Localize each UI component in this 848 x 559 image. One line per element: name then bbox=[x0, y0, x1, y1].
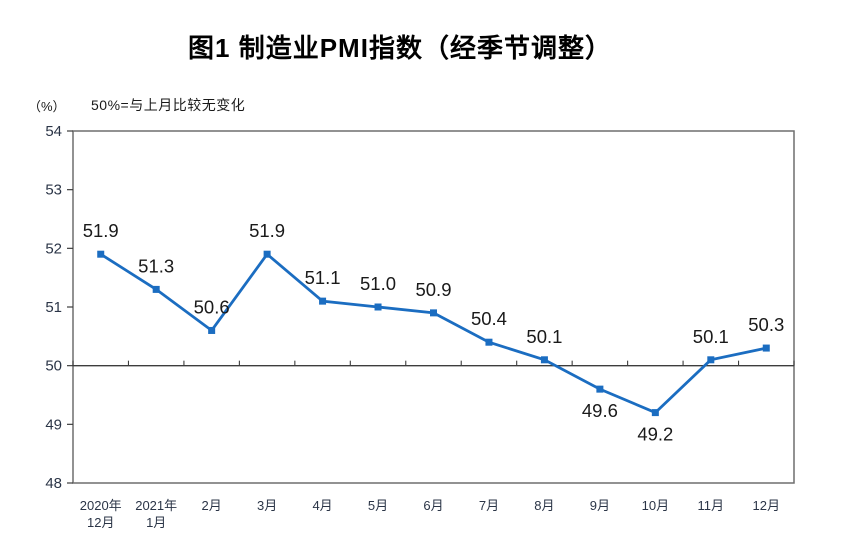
x-axis-label: 5月 bbox=[368, 498, 388, 513]
y-axis-label: 49 bbox=[45, 416, 62, 433]
data-point-label: 51.9 bbox=[249, 220, 285, 241]
data-point-label: 51.3 bbox=[138, 255, 174, 276]
data-point-marker bbox=[540, 356, 548, 364]
data-point-label: 51.0 bbox=[360, 273, 396, 294]
y-axis-unit-label: （%） bbox=[28, 99, 66, 114]
y-axis-label: 51 bbox=[45, 299, 62, 316]
data-point-label: 49.2 bbox=[637, 424, 673, 445]
data-point-marker bbox=[651, 409, 659, 417]
data-point-marker bbox=[97, 250, 105, 258]
x-axis-label: 12月 bbox=[753, 498, 780, 513]
x-axis-label: 11月 bbox=[698, 498, 725, 513]
data-point-marker bbox=[152, 285, 160, 293]
data-point-marker bbox=[208, 326, 216, 334]
data-point-label: 50.6 bbox=[194, 296, 230, 317]
data-point-label: 50.3 bbox=[748, 314, 784, 335]
data-point-label: 50.1 bbox=[693, 326, 729, 347]
data-point-marker bbox=[707, 356, 715, 364]
x-axis-label: 7月 bbox=[479, 498, 499, 513]
y-axis-label: 50 bbox=[45, 358, 62, 375]
data-point-label: 50.1 bbox=[526, 326, 562, 347]
data-point-label: 49.6 bbox=[582, 400, 618, 421]
y-axis-label: 52 bbox=[45, 240, 62, 257]
x-axis-label: 6月 bbox=[423, 498, 443, 513]
data-point-label: 51.9 bbox=[83, 220, 119, 241]
y-axis-label: 48 bbox=[45, 475, 62, 492]
x-axis-label: 4月 bbox=[312, 498, 332, 513]
data-point-marker bbox=[485, 338, 493, 346]
data-point-marker bbox=[374, 303, 382, 311]
reference-line-note: 50%=与上月比较无变化 bbox=[91, 97, 246, 113]
y-axis-label: 53 bbox=[45, 182, 62, 199]
data-point-label: 51.1 bbox=[305, 267, 341, 288]
x-axis-label: 2020年 12月 bbox=[80, 498, 122, 530]
data-point-marker bbox=[263, 250, 271, 258]
data-point-marker bbox=[596, 385, 604, 393]
data-point-label: 50.9 bbox=[415, 279, 451, 300]
data-point-marker bbox=[430, 309, 437, 317]
chart-title: 图1 制造业PMI指数（经季节调整） bbox=[188, 33, 612, 63]
data-point-marker bbox=[762, 344, 770, 352]
x-axis-label: 2021年 1月 bbox=[135, 498, 177, 530]
data-point-marker bbox=[319, 297, 327, 305]
x-axis-label: 2月 bbox=[202, 498, 222, 513]
x-axis-label: 3月 bbox=[257, 498, 277, 513]
x-axis-label: 10月 bbox=[642, 498, 669, 513]
x-axis-label: 8月 bbox=[534, 498, 554, 513]
y-axis-label: 54 bbox=[45, 123, 62, 140]
data-point-label: 50.4 bbox=[471, 308, 507, 329]
x-axis-label: 9月 bbox=[590, 498, 610, 513]
